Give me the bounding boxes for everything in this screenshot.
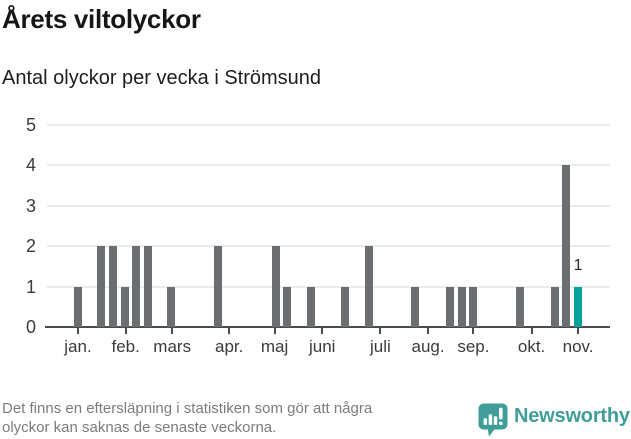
bar-week-18 bbox=[271, 246, 280, 327]
bar-week-42 bbox=[550, 286, 559, 327]
newsworthy-logo-icon bbox=[478, 403, 508, 439]
x-axis-label-okt: okt. bbox=[517, 337, 546, 356]
x-tick-aug bbox=[427, 328, 430, 334]
chart-title: Årets viltolyckor bbox=[2, 4, 201, 34]
x-axis-label-jan: jan. bbox=[64, 337, 92, 356]
chart-subtitle: Antal olyckor per vecka i Strömsund bbox=[2, 67, 322, 89]
x-tick-feb bbox=[124, 328, 127, 334]
x-axis-label-juni: juni bbox=[308, 337, 336, 356]
x-axis-label-mars: mars bbox=[153, 337, 192, 356]
bar-week-39 bbox=[515, 286, 524, 327]
x-tick-apr bbox=[228, 328, 231, 334]
y-axis-label-5: 5 bbox=[25, 115, 36, 135]
gridline-y-3 bbox=[47, 204, 610, 207]
plot-area: 1 jan. feb. mars apr. maj juni juli aug. sep. okt.… bbox=[45, 124, 610, 356]
x-axis-label-apr: apr. bbox=[215, 337, 244, 356]
footnote-line-1: Det finns en eftersläpning i statistiken… bbox=[2, 400, 373, 417]
x-tick-nov bbox=[577, 328, 580, 334]
x-axis-label-nov: nov. bbox=[562, 337, 594, 356]
y-axis-label-4: 4 bbox=[25, 155, 36, 176]
x-axis-label-juli: juli bbox=[369, 337, 391, 356]
gridline-y-4 bbox=[47, 164, 610, 167]
x-axis-label-feb: feb. bbox=[111, 337, 140, 356]
gridline-y-1 bbox=[47, 285, 610, 288]
bar-week-7 bbox=[143, 246, 152, 327]
x-tick-maj bbox=[273, 328, 276, 334]
x-tick-jan bbox=[77, 328, 79, 334]
bar-week-1 bbox=[74, 286, 82, 327]
chart-area: 0 1 2 3 4 5 1 jan. feb. mars apr. maj juni juli aug. s… bbox=[0, 110, 631, 375]
x-tick-sep bbox=[472, 328, 475, 334]
x-tick-mars bbox=[171, 328, 174, 334]
y-axis: 0 1 2 3 4 5 bbox=[0, 110, 38, 375]
bar-week-21 bbox=[306, 286, 315, 327]
bar-week-4 bbox=[108, 246, 117, 327]
bar-week-44 bbox=[574, 286, 583, 327]
bar-week-33 bbox=[446, 286, 455, 327]
footnote-line-2: olyckor kan saknas de senaste veckorna. bbox=[2, 419, 277, 436]
footnote: Det finns en eftersläpning i statistiken… bbox=[2, 399, 372, 437]
gridline-y-5 bbox=[47, 124, 610, 126]
y-axis-label-2: 2 bbox=[25, 236, 36, 257]
bar-week-19 bbox=[283, 286, 292, 327]
bar-week-9 bbox=[167, 286, 176, 327]
x-axis-label-maj: maj bbox=[260, 337, 289, 356]
y-axis-label-3: 3 bbox=[25, 195, 36, 216]
highlight-value-label: 1 bbox=[573, 256, 583, 274]
x-axis-line bbox=[45, 326, 610, 328]
x-axis-label-sep: sep. bbox=[457, 337, 490, 356]
y-axis-label-1: 1 bbox=[25, 276, 36, 297]
y-axis-label-0: 0 bbox=[25, 317, 36, 337]
brand-name: Newsworthy bbox=[514, 405, 630, 427]
gridline-y-2 bbox=[47, 245, 610, 248]
x-tick-okt bbox=[530, 328, 533, 334]
bar-week-34 bbox=[457, 286, 466, 327]
bar-week-30 bbox=[411, 286, 420, 327]
bar-week-13 bbox=[213, 246, 222, 327]
bar-week-24 bbox=[341, 286, 350, 327]
bar-week-3 bbox=[97, 246, 106, 327]
bar-week-6 bbox=[132, 246, 141, 327]
bar-week-35 bbox=[469, 286, 478, 327]
bar-week-43 bbox=[562, 165, 571, 327]
x-tick-juni bbox=[321, 328, 324, 334]
x-tick-juli bbox=[379, 328, 382, 334]
bar-week-5 bbox=[120, 286, 129, 327]
newsworthy-branding: Newsworthy bbox=[478, 402, 631, 439]
x-axis-label-aug: aug. bbox=[411, 337, 445, 356]
bar-week-26 bbox=[364, 246, 373, 327]
